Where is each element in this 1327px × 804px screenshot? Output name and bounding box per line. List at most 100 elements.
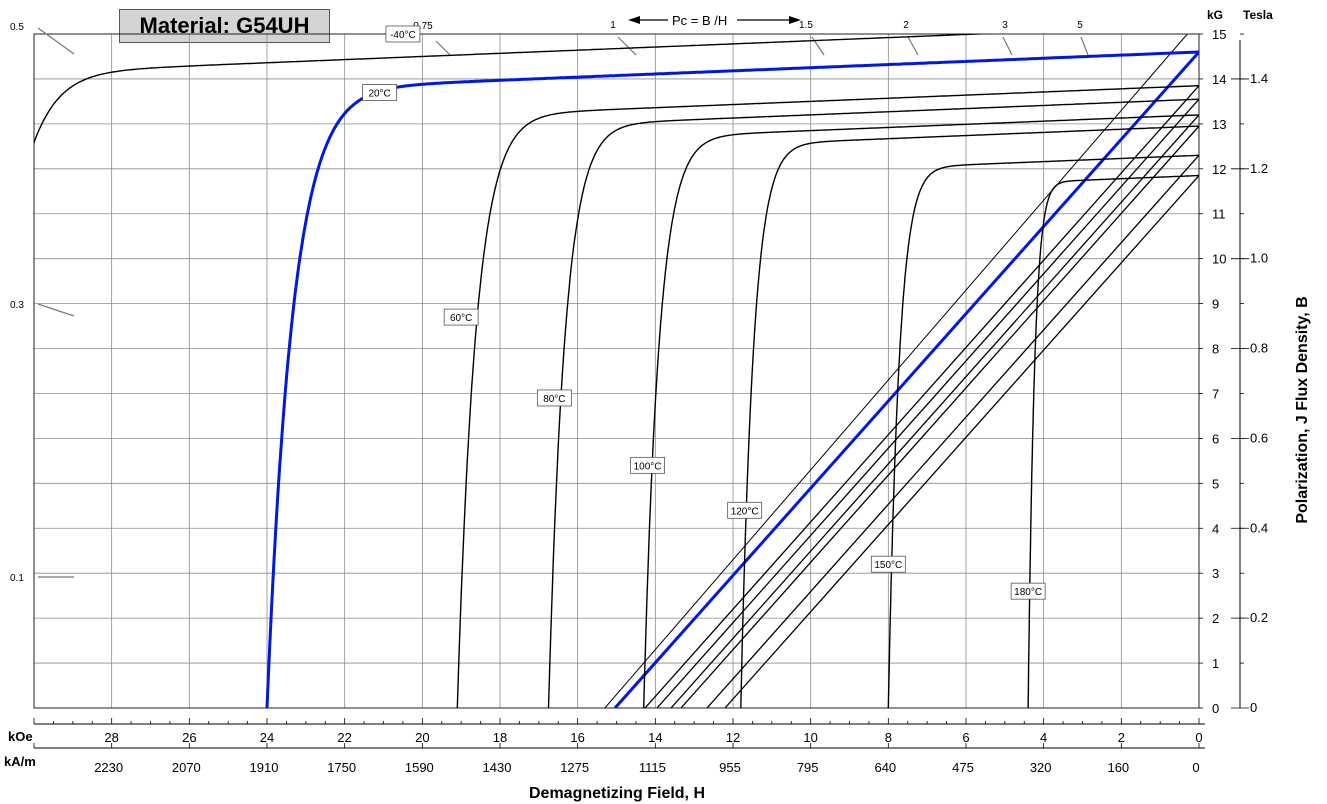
pc-left-label: 0.1 — [10, 573, 24, 584]
pc-left-label: 0.3 — [10, 300, 24, 311]
series-label-box — [385, 25, 421, 43]
koe-tick-label: 20 — [415, 730, 429, 745]
bh-line — [724, 175, 1199, 708]
series-label: 120°C — [731, 506, 759, 517]
kg-tick-label: 14 — [1212, 72, 1226, 87]
kg-tick-label: 8 — [1212, 342, 1219, 357]
kam-tick-label: 475 — [952, 760, 974, 775]
kg-tick-label: 12 — [1212, 162, 1226, 177]
kg-tick-label: 0 — [1212, 701, 1219, 716]
kam-tick-label: 320 — [1030, 760, 1052, 775]
kam-tick-label: 1275 — [560, 760, 589, 775]
kam-tick-label: 955 — [719, 760, 741, 775]
curves-group — [34, 34, 1199, 708]
bh-line — [706, 154, 1199, 708]
pc-arrowhead-left — [628, 16, 640, 24]
pc-top-tick — [617, 36, 637, 56]
pc-left-tick — [37, 303, 75, 317]
koe-tick-label: 6 — [962, 730, 969, 745]
kam-tick-label: 1590 — [405, 760, 434, 775]
pc-arrowhead-right — [789, 16, 801, 24]
jh-curve — [34, 34, 995, 145]
bh-line — [644, 85, 1199, 708]
series-label-box — [727, 501, 763, 519]
jh-curve — [887, 154, 1199, 708]
koe-tick-label: 26 — [182, 730, 196, 745]
series-label-box — [1010, 582, 1046, 600]
kg-unit-label: kG — [1207, 8, 1223, 22]
jh-curve — [456, 85, 1199, 708]
series-label: 80°C — [543, 394, 565, 405]
series-label: -40°C — [390, 30, 416, 41]
pc-top-tick — [1080, 36, 1089, 56]
series-label: 20°C — [368, 88, 390, 99]
kam-tick-label: 795 — [797, 760, 819, 775]
series-label-box — [870, 555, 906, 573]
series-label-box — [630, 456, 665, 474]
kg-tick-label: 13 — [1212, 117, 1226, 132]
tesla-tick-label: 0.2 — [1250, 610, 1268, 625]
kg-tick-label: 2 — [1212, 611, 1219, 626]
pc-top-tick — [907, 36, 919, 56]
kam-tick-label: 1910 — [250, 760, 279, 775]
tesla-unit-label: Tesla — [1243, 8, 1273, 22]
koe-tick-label: 0 — [1195, 730, 1202, 745]
pc-top-label: 1 — [610, 20, 616, 31]
pc-top-label: 3 — [1002, 20, 1008, 31]
koe-tick-label: 2 — [1118, 730, 1125, 745]
koe-tick-label: 28 — [104, 730, 118, 745]
koe-tick-label: 16 — [570, 730, 584, 745]
kam-tick-label: 0 — [1192, 760, 1199, 775]
kg-tick-label: 3 — [1212, 566, 1219, 581]
kam-tick-label: 640 — [874, 760, 896, 775]
bh-line — [656, 98, 1199, 708]
koe-unit-label: kOe — [8, 729, 33, 744]
kg-tick-label: 4 — [1212, 521, 1219, 536]
pc-top-label: 2 — [903, 20, 909, 31]
bh-line — [680, 125, 1199, 708]
kg-tick-label: 11 — [1212, 207, 1226, 222]
pc-top-label: 0.75 — [413, 21, 433, 32]
tesla-tick-label: 1.2 — [1250, 161, 1268, 176]
series-label: 180°C — [1014, 587, 1042, 598]
kam-tick-label: 2070 — [172, 760, 201, 775]
series-label: 100°C — [634, 461, 662, 472]
jh-curve — [740, 125, 1199, 708]
kam-unit-label: kA/m — [4, 754, 36, 769]
kam-tick-label: 2230 — [94, 760, 123, 775]
koe-tick-label: 22 — [337, 730, 351, 745]
pc-top-tick — [1002, 36, 1013, 56]
series-label: 60°C — [450, 313, 472, 324]
series-label-box — [536, 389, 572, 407]
x-axis-title: Demagnetizing Field, H — [529, 785, 705, 802]
pc-header-label: Pc = B /H — [672, 13, 727, 28]
tesla-tick-label: 0.6 — [1250, 430, 1268, 445]
kam-tick-label: 1115 — [639, 760, 666, 775]
kam-tick-label: 160 — [1107, 760, 1129, 775]
bh-line — [670, 114, 1199, 708]
koe-tick-label: 24 — [260, 730, 274, 745]
koe-tick-label: 12 — [726, 730, 740, 745]
series-label-box — [443, 308, 479, 326]
jh-curve — [547, 98, 1199, 708]
bh-line-extra — [604, 34, 1189, 708]
kg-tick-label: 1 — [1212, 656, 1219, 671]
tesla-tick-label: 1.0 — [1250, 251, 1268, 266]
pc-top-label: 1.5 — [799, 20, 813, 31]
tesla-tick-label: 0.4 — [1250, 520, 1268, 535]
jh-curve — [643, 114, 1199, 708]
kg-tick-label: 9 — [1212, 297, 1219, 312]
series-label: 150°C — [874, 560, 902, 571]
kg-tick-label: 10 — [1212, 252, 1226, 267]
kg-tick-label: 15 — [1212, 27, 1226, 42]
kam-tick-label: 1750 — [327, 760, 356, 775]
pc-top-tick — [435, 40, 451, 56]
series-label-box — [362, 84, 398, 101]
pc-top-label: 5 — [1077, 20, 1083, 31]
kg-tick-label: 7 — [1212, 386, 1219, 401]
tesla-tick-label: 1.4 — [1250, 71, 1268, 86]
kam-tick-label: 1430 — [483, 760, 512, 775]
tesla-tick-label: 0 — [1250, 700, 1257, 715]
tesla-tick-label: 0.8 — [1250, 341, 1268, 356]
